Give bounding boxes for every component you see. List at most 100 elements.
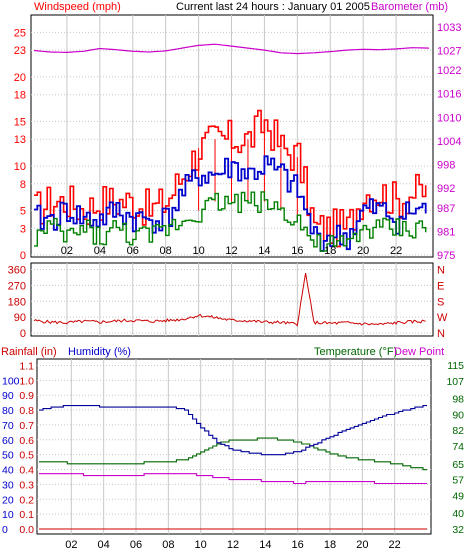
direction-y-tick-label: 0 (20, 328, 26, 340)
rainfall-y-tick-label: 1.0 (19, 375, 34, 387)
temperature-y-tick-label: 74 (452, 441, 464, 453)
rainfall-y-tick-label: 0.9 (19, 390, 34, 402)
wind-y-tick-label: 20 (14, 72, 26, 84)
barometer-axis-title: Barometer (mb) (371, 1, 448, 13)
compass-tick-label: S (437, 296, 444, 308)
compass-tick-label: N (437, 328, 445, 340)
humidity-y-tick-label: 60 (2, 435, 14, 447)
climate-lines (39, 405, 427, 530)
barometer-y-tick-label: 992 (437, 183, 455, 195)
climate-x-tick-label: 16 (292, 539, 304, 551)
wind-x-tick-label: 20 (357, 245, 369, 257)
average-wind-series-line (34, 155, 427, 252)
humidity-y-tick-label: 80 (2, 405, 14, 417)
rainfall-y-axis: 0.0 0.1 0.2 0.3 0.4 0.5 0.6 0.7 0.8 0.9 1.0 1.1 (19, 360, 34, 536)
climate-x-tick-label: 02 (65, 539, 77, 551)
wind-x-tick-label: 08 (160, 245, 172, 257)
climate-panel-frame (36, 358, 432, 535)
wind-y-tick-label: 8 (20, 179, 26, 191)
climate-x-tick-label: 06 (130, 539, 142, 551)
temperature-y-tick-label: 49 (452, 490, 464, 502)
direction-y-tick-label: 90 (14, 312, 26, 324)
temperature-y-tick-label: 90 (452, 409, 464, 421)
climate-grid (37, 359, 431, 534)
direction-y-tick-label: 360 (8, 265, 26, 277)
humidity-series-line (39, 405, 427, 456)
climate-x-tick-label: 14 (259, 539, 271, 551)
temperature-y-tick-label: 40 (452, 508, 464, 520)
humidity-axis-title: Humidity (%) (68, 346, 131, 358)
temperature-y-tick-label: 115 (447, 360, 464, 372)
direction-y-tick-label: 270 (8, 280, 26, 292)
climate-x-tick-label: 20 (356, 539, 368, 551)
climate-x-tick-label: 22 (389, 539, 401, 551)
rainfall-y-tick-label: 0.5 (19, 450, 34, 462)
rainfall-y-tick-label: 0.4 (19, 465, 34, 477)
climate-x-axis: 02 04 06 08 10 12 14 16 18 20 22 (65, 539, 401, 551)
compass-tick-label: E (437, 280, 444, 292)
temperature-y-tick-label: 98 (452, 394, 464, 406)
wind-x-tick-label: 22 (390, 245, 402, 257)
rainfall-axis-title: Rainfall (in) (1, 346, 57, 358)
wind-y-tick-label: 13 (14, 134, 26, 146)
windspeed-axis-title: Windspeed (mph) (34, 1, 121, 13)
barometer-y-tick-label: 1033 (437, 22, 461, 34)
humidity-y-tick-label: 20 (2, 494, 14, 506)
temperature-y-tick-label: 65 (452, 459, 464, 471)
humidity-y-tick-label: 70 (2, 420, 14, 432)
barometer-y-axis: 975 981 987 992 998 1004 1010 1016 1022 1027 1033 (437, 22, 461, 262)
climate-x-tick-label: 08 (162, 539, 174, 551)
wind-x-tick-label: 04 (94, 245, 106, 257)
direction-grid (31, 263, 433, 336)
humidity-y-tick-label: 0 (2, 524, 8, 536)
temperature-axis-title: Temperature (°F) (314, 346, 397, 358)
wind-y-tick-label: 15 (14, 116, 26, 128)
humidity-y-axis: 0 10 20 30 40 50 60 70 80 90 100 (2, 375, 20, 536)
barometer-y-tick-label: 1016 (437, 89, 461, 101)
wind-x-tick-label: 18 (324, 245, 336, 257)
rainfall-y-tick-label: 0.0 (19, 524, 34, 536)
barometer-series-line (33, 43, 430, 55)
temperature-y-axis: 32 40 49 57 65 74 82 90 98 107 115 (446, 360, 464, 536)
climate-x-tick-label: 18 (324, 539, 336, 551)
wind-y-tick-label: 10 (14, 161, 26, 173)
barometer-y-tick-label: 1010 (437, 112, 461, 124)
dew-point-series-line (39, 473, 427, 485)
barometer-y-tick-label: 975 (437, 250, 455, 262)
wind-y-tick-label: 3 (20, 223, 26, 235)
wind-x-tick-label: 06 (127, 245, 139, 257)
direction-lines (33, 273, 426, 327)
direction-y-axis: 0 90 180 270 360 (8, 265, 26, 340)
wind-y-tick-label: 23 (14, 45, 26, 57)
climate-panel: 0.0 0.1 0.2 0.3 0.4 0.5 0.6 0.7 0.8 0.9 1.0 1.1 0 10… (2, 358, 464, 551)
direction-y-tick-label: 180 (8, 296, 26, 308)
rainfall-y-tick-label: 0.8 (19, 405, 34, 417)
wind-y-tick-label: 0 (20, 250, 26, 262)
temperature-y-tick-label: 32 (452, 524, 464, 536)
header-row: Windspeed (mph) Current last 24 hours : … (34, 1, 448, 13)
temperature-y-tick-label: 57 (452, 475, 464, 487)
rainfall-y-tick-label: 0.6 (19, 435, 34, 447)
rainfall-y-tick-label: 0.3 (19, 479, 34, 491)
wind-x-tick-label: 10 (192, 245, 204, 257)
rainfall-y-tick-label: 1.1 (19, 360, 34, 372)
humidity-y-tick-label: 100 (2, 375, 20, 387)
chart-title: Current last 24 hours : January 01 2005 (176, 1, 370, 13)
wind-x-tick-label: 02 (61, 245, 73, 257)
humidity-y-tick-label: 40 (2, 465, 14, 477)
dewpoint-axis-title: Dew Point (394, 346, 444, 358)
wind-lines (33, 43, 430, 252)
humidity-y-tick-label: 30 (2, 479, 14, 491)
wind-direction-series-line (33, 273, 426, 327)
wind-y-tick-label: 5 (20, 205, 26, 217)
barometer-y-tick-label: 1004 (437, 136, 461, 148)
compass-tick-label: N (437, 265, 445, 277)
minimum-wind-series-line (34, 191, 427, 252)
barometer-y-tick-label: 998 (437, 160, 455, 172)
climate-x-tick-label: 04 (98, 539, 110, 551)
wind-y-tick-label: 25 (14, 27, 26, 39)
barometer-y-tick-label: 987 (437, 203, 455, 215)
wind-y-axis: 0 3 5 8 10 13 15 18 20 23 25 (14, 27, 26, 262)
